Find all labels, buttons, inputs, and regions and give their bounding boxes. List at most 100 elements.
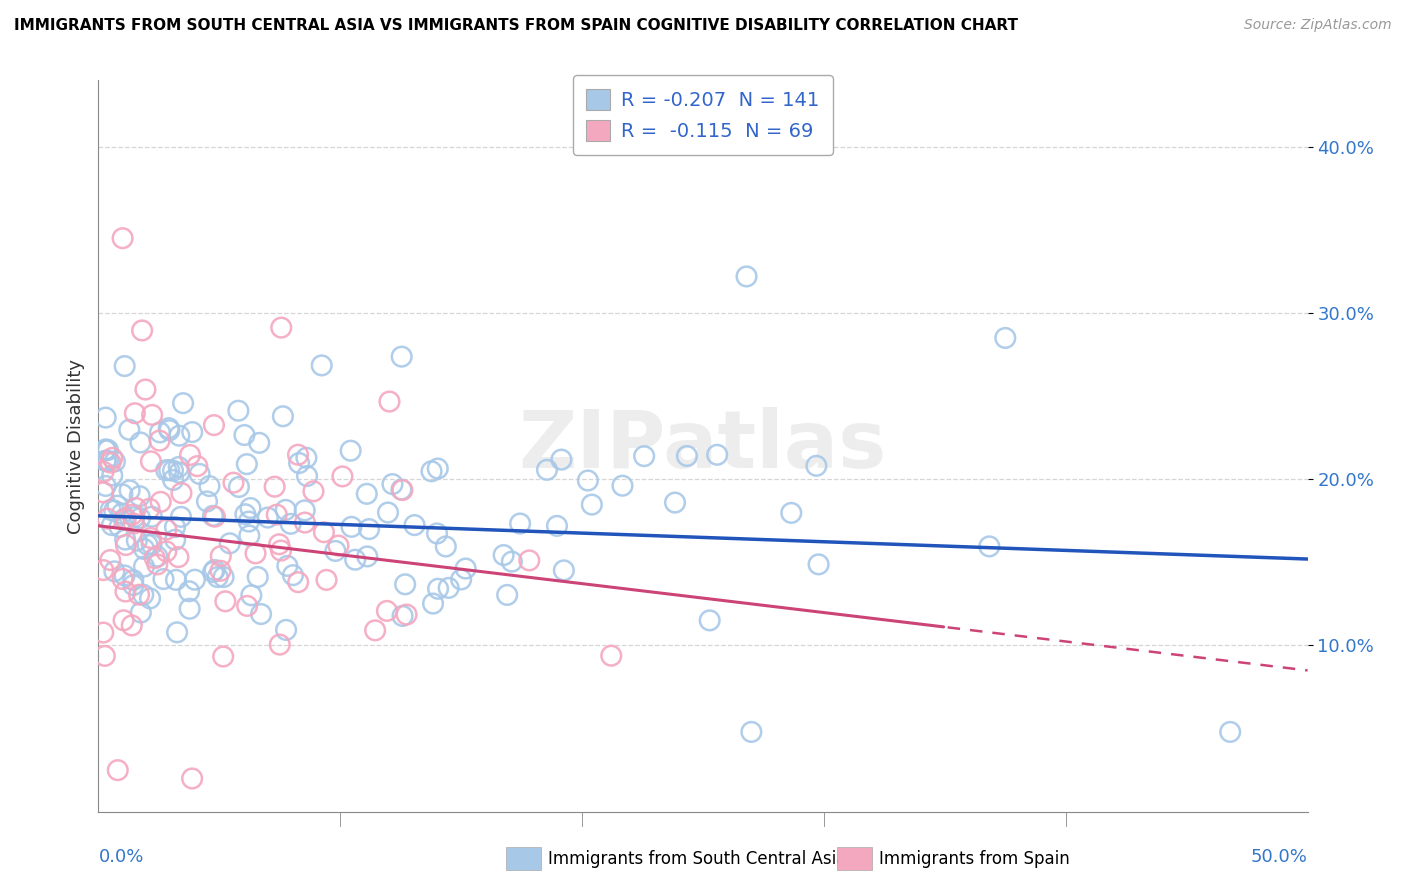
Point (122, 573, 145, 587)
Point (280, 516, 302, 531)
Point (124, 510, 146, 524)
Point (132, 588, 155, 602)
Point (149, 425, 172, 440)
Point (98, 553, 121, 567)
Point (201, 508, 224, 523)
Point (100, 503, 122, 517)
Point (186, 459, 208, 474)
Point (202, 565, 225, 579)
Point (612, 479, 634, 493)
Point (172, 396, 194, 410)
Point (103, 565, 125, 579)
Point (132, 559, 155, 574)
Point (381, 477, 404, 491)
Y-axis label: Cognitive Disability: Cognitive Disability (66, 359, 84, 533)
Point (426, 526, 449, 541)
Point (184, 573, 207, 587)
Point (179, 584, 201, 599)
Point (295, 450, 318, 465)
Point (94, 479, 117, 493)
Point (454, 561, 477, 575)
Point (107, 499, 129, 513)
Point (157, 463, 180, 477)
Point (239, 501, 262, 516)
Point (114, 359, 136, 373)
Point (238, 515, 260, 529)
Point (94, 443, 117, 458)
Point (181, 772, 204, 786)
Point (94, 453, 117, 467)
Text: ZIPatlas: ZIPatlas (519, 407, 887, 485)
Point (364, 624, 387, 638)
Point (235, 508, 257, 522)
Point (121, 508, 143, 522)
Point (311, 359, 333, 373)
Point (664, 495, 686, 509)
Point (94, 442, 117, 457)
Point (245, 546, 267, 560)
Point (139, 531, 162, 545)
Point (250, 607, 273, 621)
Point (546, 519, 568, 533)
Point (125, 501, 148, 516)
Point (129, 435, 152, 450)
Point (676, 449, 699, 463)
Point (222, 475, 245, 490)
Point (118, 483, 141, 498)
Point (167, 460, 190, 475)
Point (107, 763, 129, 777)
Point (994, 331, 1017, 345)
Point (169, 428, 191, 442)
Point (112, 512, 135, 526)
Point (162, 473, 184, 487)
Point (134, 542, 156, 557)
Point (315, 573, 337, 587)
Point (146, 549, 169, 564)
Point (97, 454, 120, 468)
Point (97, 442, 120, 457)
Point (159, 423, 181, 437)
Point (162, 464, 184, 478)
Point (550, 452, 572, 467)
Point (146, 558, 169, 572)
Point (155, 544, 177, 558)
Point (236, 599, 259, 613)
Point (247, 436, 270, 450)
Point (111, 507, 134, 521)
Point (276, 558, 298, 573)
Point (218, 536, 240, 550)
Point (517, 553, 540, 567)
Point (979, 540, 1001, 554)
Point (536, 463, 558, 477)
Point (332, 469, 354, 483)
Point (148, 434, 170, 448)
Point (271, 409, 294, 424)
Point (325, 544, 347, 558)
Point (157, 421, 180, 435)
Point (214, 594, 236, 608)
Point (233, 428, 256, 442)
Point (735, 269, 758, 284)
Point (270, 543, 292, 558)
Point (236, 457, 259, 471)
Point (274, 623, 297, 637)
Point (450, 573, 472, 587)
Point (496, 588, 519, 602)
Point (91, 485, 114, 500)
Point (94, 454, 117, 468)
Point (340, 520, 363, 534)
Point (138, 501, 160, 516)
Text: Source: ZipAtlas.com: Source: ZipAtlas.com (1244, 18, 1392, 32)
Point (328, 539, 350, 553)
Point (509, 516, 531, 531)
Point (129, 606, 152, 620)
Point (427, 582, 450, 596)
Point (395, 607, 418, 622)
Point (163, 520, 186, 534)
Text: 50.0%: 50.0% (1251, 848, 1308, 866)
Point (391, 350, 413, 364)
Point (266, 508, 288, 522)
Point (111, 231, 134, 245)
Point (391, 483, 413, 497)
Point (209, 564, 232, 578)
